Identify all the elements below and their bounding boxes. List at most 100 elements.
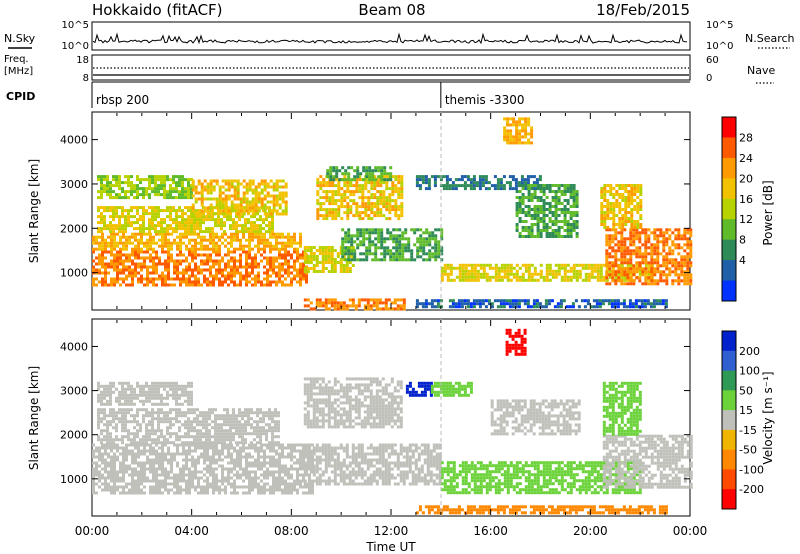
heatmap-cell-r5 xyxy=(303,267,307,270)
heatmap-cell-r0 xyxy=(266,470,269,474)
heatmap-cell-r4 xyxy=(275,212,279,216)
heatmap-cell-r2 xyxy=(253,221,256,225)
heatmap-cell-r4 xyxy=(248,203,252,207)
heatmap-cell-r3 xyxy=(187,181,190,185)
heatmap-cell-r6 xyxy=(328,202,332,206)
heatmap-cell-r0 xyxy=(107,452,110,456)
heatmap-cell-r10 xyxy=(479,272,483,276)
heatmap-cell-r0 xyxy=(98,476,101,480)
heatmap-cell-r0 xyxy=(242,485,245,489)
heatmap-cell-r0 xyxy=(128,271,131,275)
heatmap-cell-r1 xyxy=(170,241,173,245)
heatmap-cell-r10 xyxy=(485,278,489,282)
heatmap-cell-r10 xyxy=(611,266,615,270)
heatmap-cell-r0 xyxy=(218,458,221,462)
heatmap-cell-r0 xyxy=(158,277,161,281)
heatmap-cell-r1 xyxy=(146,247,149,251)
heatmap-cell-r7 xyxy=(377,169,381,173)
heatmap-cell-r10 xyxy=(599,269,603,273)
heatmap-cell-r2 xyxy=(112,218,115,222)
heatmap-cell-r6 xyxy=(367,208,371,212)
heatmap-cell-r0 xyxy=(254,482,257,486)
heatmap-cell-r4 xyxy=(251,188,255,192)
heatmap-cell-r2 xyxy=(256,230,259,234)
heatmap-cell-r2 xyxy=(235,224,238,228)
heatmap-cell-r2 xyxy=(244,206,247,210)
heatmap-cell-r16 xyxy=(448,305,452,309)
heatmap-cell-r1 xyxy=(278,241,281,245)
heatmap-cell-r13 xyxy=(653,282,657,286)
heatmap-cell-r0 xyxy=(272,455,275,459)
heatmap-cell-r11 xyxy=(509,123,513,127)
heatmap-cell-r9 xyxy=(454,187,458,191)
heatmap-cell-r4 xyxy=(236,197,240,201)
heatmap-cell-r6 xyxy=(376,178,380,182)
heatmap-cell-r1 xyxy=(290,241,293,245)
heatmap-cell-r11 xyxy=(506,135,510,139)
heatmap-cell-r13 xyxy=(680,273,684,277)
heatmap-cell-r1 xyxy=(209,247,212,251)
heatmap-cell-r13 xyxy=(644,243,648,247)
heatmap-cell-r2 xyxy=(151,221,154,225)
heatmap-cell-r1 xyxy=(236,232,239,236)
heatmap-cell-r0 xyxy=(167,470,170,474)
heatmap-cell-r8 xyxy=(377,258,381,262)
heatmap-cell-r16 xyxy=(508,299,512,303)
heatmap-cell-r12 xyxy=(524,226,528,229)
heatmap-cell-r0 xyxy=(128,449,131,453)
heatmap-cell-r6 xyxy=(328,199,332,203)
heatmap-cell-r0 xyxy=(155,443,158,447)
heatmap-cell-r1 xyxy=(140,232,143,236)
heatmap-cell-r0 xyxy=(191,443,194,447)
heatmap-cell-r0 xyxy=(101,467,104,471)
heatmap-cell-r0 xyxy=(290,265,293,269)
heatmap-cell-r3 xyxy=(184,196,187,200)
heatmap-cell-r16 xyxy=(658,299,662,303)
colorbar-tick-label: 4 xyxy=(739,254,746,267)
heatmap-cell-r10 xyxy=(440,266,444,270)
heatmap-cell-r6 xyxy=(325,184,329,188)
heatmap-cell-r4 xyxy=(272,200,276,204)
heatmap-cell-r0 xyxy=(278,461,281,465)
heatmap-cell-r6 xyxy=(370,217,374,221)
heatmap-cell-r10 xyxy=(587,278,591,282)
heatmap-cell-r1 xyxy=(203,238,206,242)
heatmap-cell-r0 xyxy=(182,458,185,462)
heatmap-cell-r0 xyxy=(101,446,104,450)
heatmap-cell-r9 xyxy=(502,187,506,191)
heatmap-cell-r6 xyxy=(361,211,365,215)
heatmap-cell-r0 xyxy=(197,458,200,462)
heatmap-cell-r7 xyxy=(362,169,366,173)
heatmap-cell-r9 xyxy=(418,184,422,188)
heatmap-cell-r2 xyxy=(184,212,187,216)
heatmap-cell-r0 xyxy=(284,482,287,486)
heatmap-cell-r0 xyxy=(116,262,119,266)
heatmap-cell-r1 xyxy=(284,235,287,239)
heatmap-cell-r10 xyxy=(473,275,477,279)
heatmap-cell-r13 xyxy=(623,249,627,253)
heatmap-cell-r2 xyxy=(172,221,175,225)
heatmap-cell-r15 xyxy=(312,307,316,311)
heatmap-cell-r4 xyxy=(254,209,258,213)
heatmap-cell-r2 xyxy=(220,218,223,222)
heatmap-cell-r13 xyxy=(614,258,618,262)
heatmap-cell-r0 xyxy=(107,250,110,254)
heatmap-cell-r1 xyxy=(161,232,164,236)
heatmap-cell-r9 xyxy=(457,184,461,188)
heatmap-cell-r8 xyxy=(371,231,375,235)
heatmap-cell-r8 xyxy=(368,246,372,250)
heatmap-cell-r8 xyxy=(395,228,399,232)
heatmap-cell-r4 xyxy=(269,200,273,204)
heatmap-cell-r3 xyxy=(172,175,175,179)
heatmap-cell-r11 xyxy=(524,132,528,136)
heatmap-cell-r4 xyxy=(266,182,270,186)
heatmap-cell-r11 xyxy=(527,123,531,127)
heatmap-cell-r0 xyxy=(209,253,212,257)
heatmap-cell-r8 xyxy=(431,231,435,235)
heatmap-cell-r6 xyxy=(400,205,404,209)
heatmap-cell-r13 xyxy=(650,258,654,262)
heatmap-cell-r0 xyxy=(125,277,128,281)
heatmap-cell-r2 xyxy=(121,215,124,219)
heatmap-cell-r0 xyxy=(266,268,269,272)
heatmap-cell-r0 xyxy=(134,455,137,459)
